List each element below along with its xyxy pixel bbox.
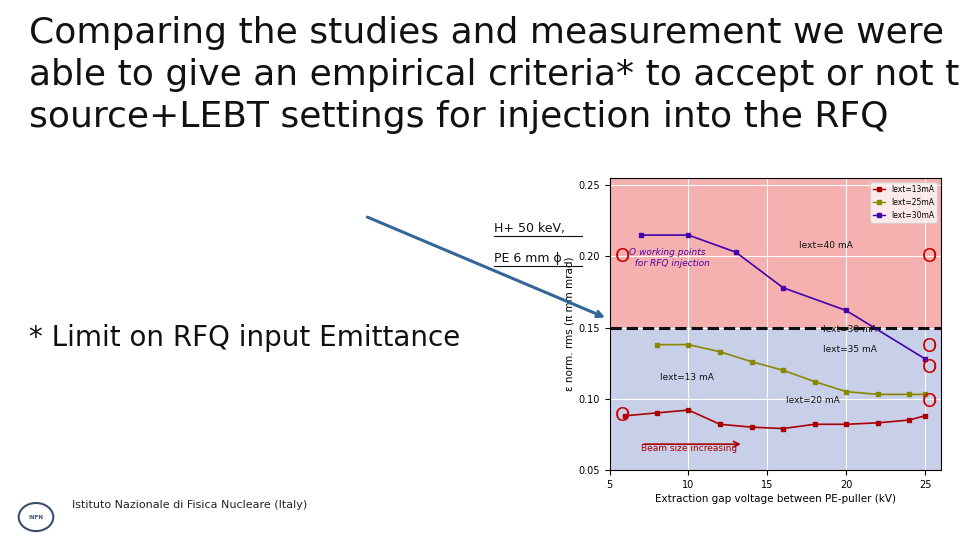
Text: * Limit on RFQ input Emittance: * Limit on RFQ input Emittance: [29, 324, 460, 352]
Text: Iext=20 mA: Iext=20 mA: [786, 396, 840, 405]
Text: O: O: [922, 358, 938, 377]
X-axis label: Extraction gap voltage between PE-puller (kV): Extraction gap voltage between PE-puller…: [655, 494, 896, 504]
Text: Beam size increasing: Beam size increasing: [641, 444, 737, 453]
Text: O: O: [614, 406, 630, 425]
Y-axis label: ε norm. rms (π mm mrad): ε norm. rms (π mm mrad): [564, 256, 574, 392]
Text: O: O: [614, 247, 630, 266]
Text: Iext=30 mA: Iext=30 mA: [823, 325, 876, 334]
Text: PE 6 mm ϕ: PE 6 mm ϕ: [494, 252, 563, 265]
Text: O: O: [922, 392, 938, 411]
Bar: [610, 178, 941, 328]
Text: Iext=35 mA: Iext=35 mA: [823, 345, 876, 354]
Legend: Iext=13mA, Iext=25mA, Iext=30mA: Iext=13mA, Iext=25mA, Iext=30mA: [870, 182, 937, 223]
Text: O: O: [922, 336, 938, 355]
Text: INFN: INFN: [29, 515, 43, 519]
Text: Iext=13 mA: Iext=13 mA: [660, 373, 714, 382]
Text: Istituto Nazionale di Fisica Nucleare (Italy): Istituto Nazionale di Fisica Nucleare (I…: [72, 500, 307, 510]
Text: H+ 50 keV,: H+ 50 keV,: [494, 222, 565, 235]
Text: Iext=40 mA: Iext=40 mA: [799, 241, 852, 250]
Text: O working points
  for RFQ injection: O working points for RFQ injection: [629, 248, 709, 267]
Text: O: O: [922, 247, 938, 266]
Text: Comparing the studies and measurement we were
able to give an empirical criteria: Comparing the studies and measurement we…: [29, 16, 960, 134]
Bar: [610, 328, 941, 470]
